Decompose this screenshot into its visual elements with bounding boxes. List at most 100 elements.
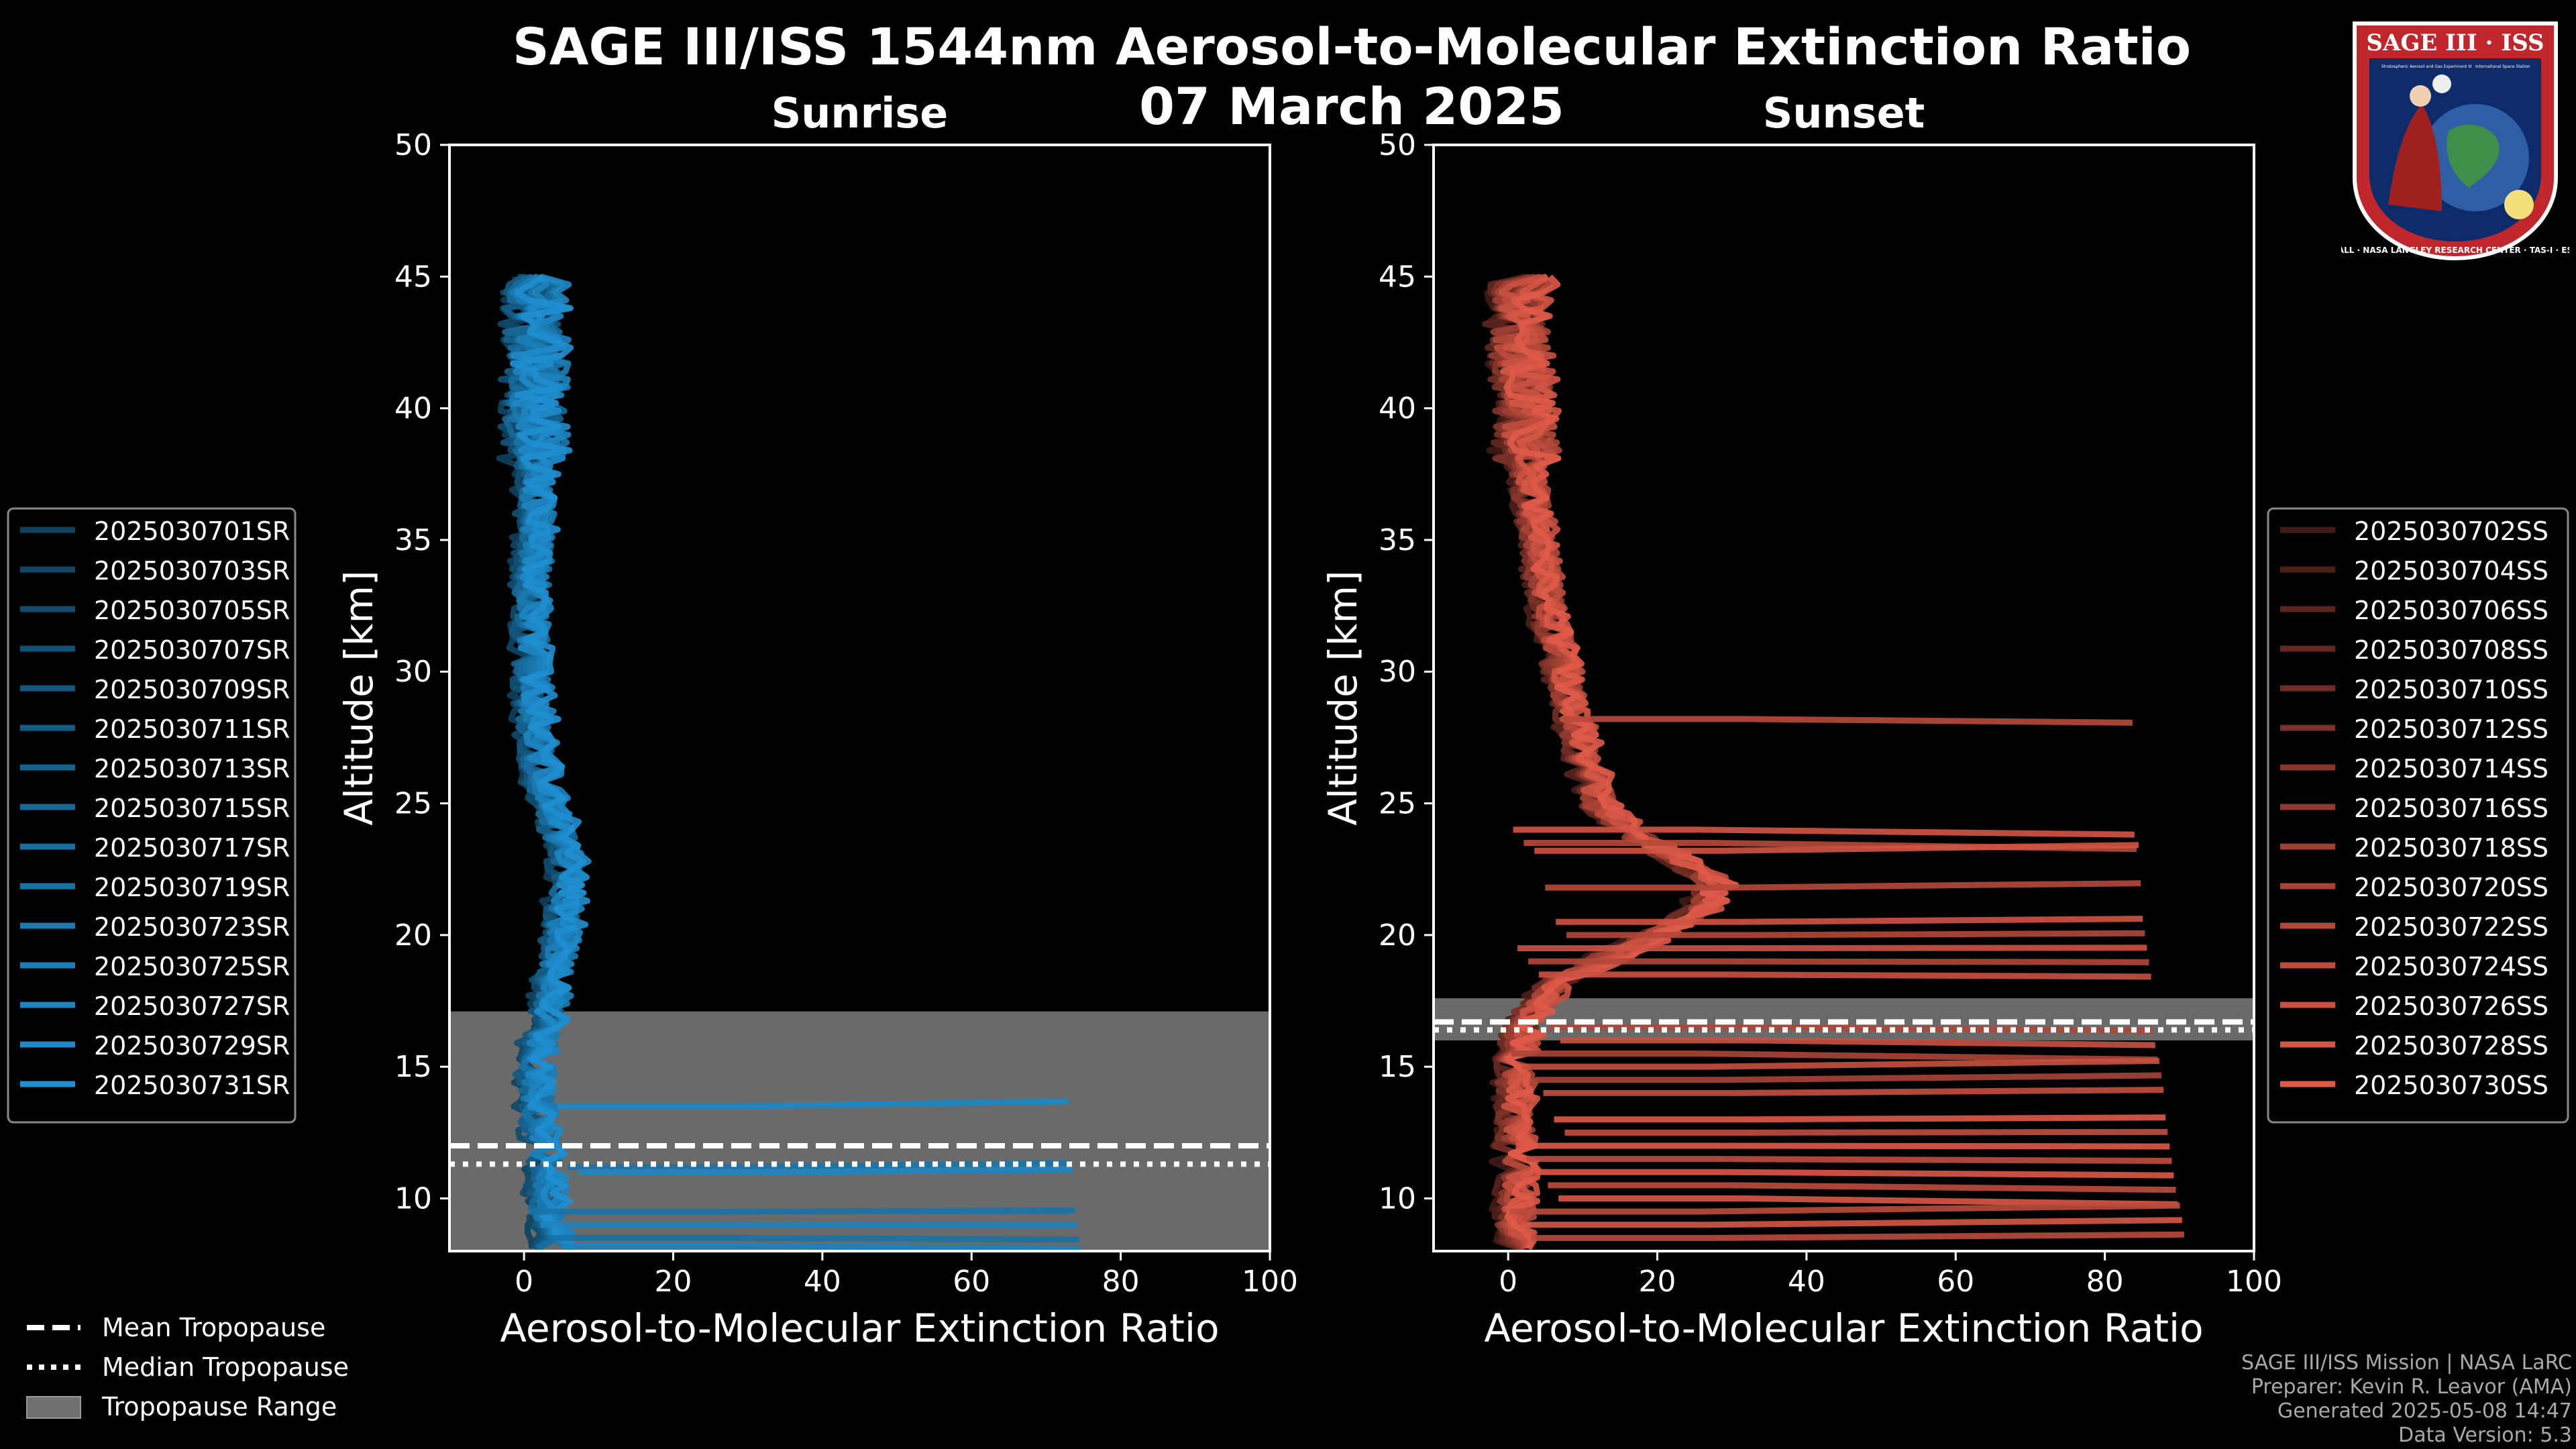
x-tick-label: 20 — [1639, 1265, 1676, 1299]
profile-excursion — [1526, 1156, 2172, 1165]
legend-entry: 2025030708SS — [2354, 635, 2548, 665]
legend-entry: 2025030707SR — [94, 635, 290, 665]
credits-version: Data Version: 5.3 — [2398, 1424, 2572, 1447]
y-tick-label: 10 — [394, 1181, 432, 1216]
logo-moon — [2432, 74, 2451, 93]
y-tick-label: 45 — [1379, 260, 1416, 294]
figure-title: SAGE III/ISS 1544nm Aerosol-to-Molecular… — [513, 17, 2191, 76]
x-tick-label: 0 — [1499, 1265, 1517, 1299]
legend-entry: 2025030710SS — [2354, 675, 2548, 704]
legend-entry: 2025030709SR — [94, 675, 290, 704]
x-tick-label: 20 — [655, 1265, 692, 1299]
y-tick-label: 20 — [1379, 918, 1416, 953]
y-tick-label: 50 — [394, 128, 432, 162]
legend-entry: 2025030719SR — [94, 873, 290, 902]
legend-entry: 2025030724SS — [2354, 952, 2548, 981]
legend-entry: 2025030729SR — [94, 1031, 290, 1061]
logo-ring-text: BALL · NASA LANGLEY RESEARCH CENTER · TA… — [2341, 246, 2569, 255]
profile-excursion — [561, 1242, 1081, 1251]
profile-excursion — [1543, 1087, 2164, 1096]
credits: SAGE III/ISS Mission | NASA LaRC Prepare… — [2241, 1351, 2572, 1448]
profile-excursion — [1558, 1195, 2178, 1208]
plot-area — [449, 273, 1270, 1251]
legend-entry: 2025030703SR — [94, 556, 290, 586]
legend-entry: 2025030723SR — [94, 912, 290, 942]
tropopause-range-band — [449, 1011, 1270, 1251]
y-tick-label: 20 — [394, 918, 432, 953]
profile-excursion — [1566, 930, 2145, 938]
logo-small-right: International Space Station — [2475, 64, 2530, 69]
plot-frame — [448, 144, 1271, 1252]
y-tick-label: 35 — [1379, 523, 1416, 557]
profile-excursion — [1548, 1182, 2176, 1193]
sunrise-legend: 2025030701SR 2025030703SR 2025030705SR 2025… — [7, 507, 297, 1124]
profile-excursion — [568, 1160, 1071, 1170]
x-tick-label: 100 — [2226, 1265, 2282, 1299]
legend-entry: 2025030730SS — [2354, 1071, 2548, 1100]
profile-excursion — [1513, 826, 2135, 838]
profile-excursion — [1562, 716, 2133, 726]
plot-area — [1434, 273, 2254, 1251]
legend-entry: 2025030716SS — [2354, 794, 2548, 823]
profile-excursion — [578, 1167, 1073, 1175]
profile-excursion — [1511, 1051, 2157, 1063]
subplot-title: Sunrise — [771, 89, 949, 138]
x-tick-label: 60 — [953, 1265, 990, 1299]
profile-excursion — [1532, 1072, 2162, 1083]
legend-entry: 2025030727SR — [94, 991, 290, 1021]
x-axis-label: Aerosol-to-Molecular Extinction Ratio — [500, 1305, 1219, 1351]
legend-entry: 2025030711SR — [94, 714, 290, 744]
credits-preparer: Preparer: Kevin R. Leavor (AMA) — [2251, 1375, 2572, 1399]
x-tick-label: 60 — [1937, 1265, 1974, 1299]
legend-entry: 2025030713SR — [94, 754, 290, 784]
profile-excursion — [1538, 971, 2151, 980]
sunrise-panel: 0 20 40 60 80 100 10 15 20 25 30 35 40 45 50 Sunrise Aer… — [336, 89, 1298, 1351]
legend-entry: 2025030705SR — [94, 596, 290, 625]
y-tick-label: 10 — [1379, 1181, 1416, 1216]
legend-entry: 2025030731SR — [94, 1071, 290, 1100]
profile-excursion — [557, 1098, 1069, 1110]
legend-entry: 2025030717SR — [94, 833, 290, 863]
x-tick-label: 0 — [515, 1265, 533, 1299]
profile-excursion — [1531, 1231, 2184, 1241]
profile-excursion — [529, 1208, 1075, 1215]
sunset-legend: 2025030702SS 2025030704SS 2025030706SS 2025… — [2267, 507, 2569, 1124]
legend-entry: 2025030702SS — [2354, 517, 2548, 546]
credits-mission: SAGE III/ISS Mission | NASA LaRC — [2241, 1351, 2572, 1375]
logo-astronomer — [2388, 104, 2442, 211]
profile-excursion — [1517, 945, 2147, 951]
legend-entry: 2025030722SS — [2354, 912, 2548, 942]
profile-excursion — [1545, 880, 2141, 891]
profile-excursion — [550, 1234, 1079, 1243]
x-tick-label: 80 — [1102, 1265, 1140, 1299]
y-tick-label: 25 — [394, 787, 432, 821]
sage-iii-iss-logo: SAGE III · ISS Stratospheric Aerosol and… — [2341, 21, 2569, 261]
profile-excursion — [1556, 916, 2143, 925]
x-tick-label: 40 — [1788, 1265, 1825, 1299]
profile-excursion — [1520, 1217, 2182, 1228]
sunset-panel: 0 20 40 60 80 100 10 15 20 25 30 35 40 45 50 Sunset Aero… — [1320, 89, 2282, 1351]
y-axis-label: Altitude [km] — [1320, 570, 1366, 825]
legend-entry: 2025030701SR — [94, 517, 290, 546]
logo-small-left: Stratospheric Aerosol and Gas Experiment… — [2381, 64, 2472, 69]
y-tick-label: 30 — [394, 655, 432, 689]
legend-entry: 2025030715SR — [94, 794, 290, 823]
subplot-title: Sunset — [1763, 89, 1925, 138]
y-tick-label: 15 — [394, 1050, 432, 1084]
median-tropopause-label: Median Tropopause — [102, 1352, 349, 1382]
legend-entry: 2025030712SS — [2354, 714, 2548, 744]
y-tick-label: 30 — [1379, 655, 1416, 689]
y-tick-label: 45 — [394, 260, 432, 294]
x-axis-label: Aerosol-to-Molecular Extinction Ratio — [1484, 1305, 2203, 1351]
credits-generated: Generated 2025-05-08 14:47 — [2277, 1399, 2572, 1423]
profile-excursion — [1560, 1037, 2155, 1049]
legend-entry: 2025030726SS — [2354, 991, 2548, 1021]
legend-entry: 2025030704SS — [2354, 556, 2548, 586]
logo-continent — [2447, 124, 2500, 188]
legend-entry: 2025030728SS — [2354, 1031, 2548, 1061]
profile-excursion — [1534, 842, 2139, 854]
y-tick-label: 50 — [1379, 128, 1416, 162]
y-tick-label: 15 — [1379, 1050, 1416, 1084]
y-tick-label: 25 — [1379, 787, 1416, 821]
